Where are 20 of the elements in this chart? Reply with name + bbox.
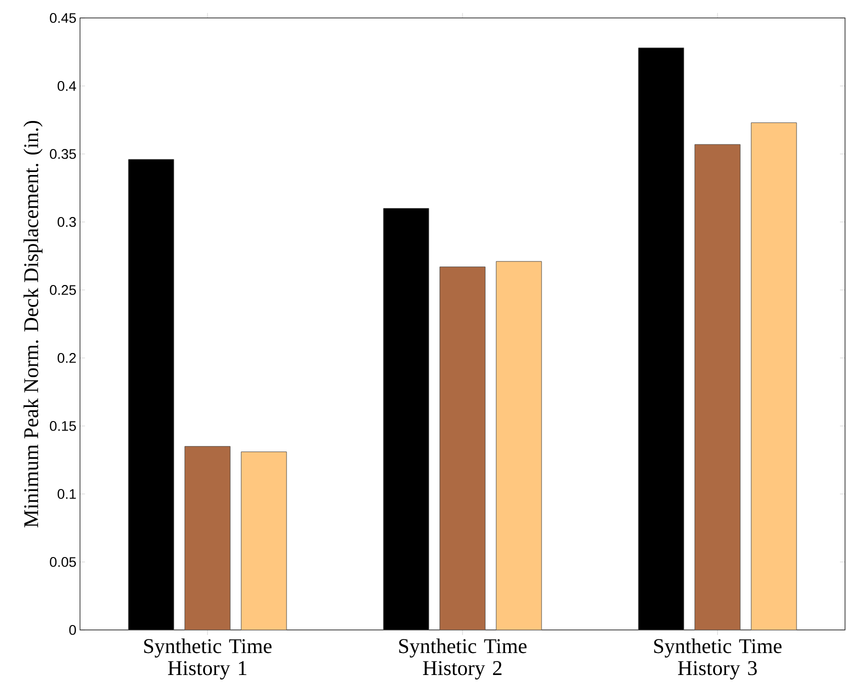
- x-tick-label: Synthetic Time History 2: [399, 638, 527, 680]
- bar: [184, 446, 230, 630]
- y-axis-title: Minimum Peak Norm. Deck Displacement. (in.): [24, 120, 42, 528]
- bar: [240, 452, 287, 630]
- y-tick-label: 0.4: [58, 81, 76, 91]
- y-tick-label: 0.2: [58, 353, 76, 363]
- y-tick-label: 0.35: [50, 149, 76, 159]
- y-tick-label: 0.05: [50, 557, 76, 567]
- y-tick-label: 0.45: [50, 13, 76, 23]
- y-tick-label: 0: [69, 625, 76, 635]
- bar: [694, 144, 740, 630]
- bar: [750, 122, 797, 630]
- y-tick-label: 0.15: [50, 421, 76, 431]
- y-tick-label: 0.1: [58, 489, 76, 499]
- x-tick-label: Synthetic Time History 3: [654, 638, 782, 680]
- x-tick-label: Synthetic Time History 1: [144, 638, 272, 680]
- y-tick-label: 0.3: [58, 217, 76, 227]
- bar: [496, 261, 542, 630]
- bar: [440, 266, 486, 630]
- y-tick-label: 0.25: [50, 285, 76, 295]
